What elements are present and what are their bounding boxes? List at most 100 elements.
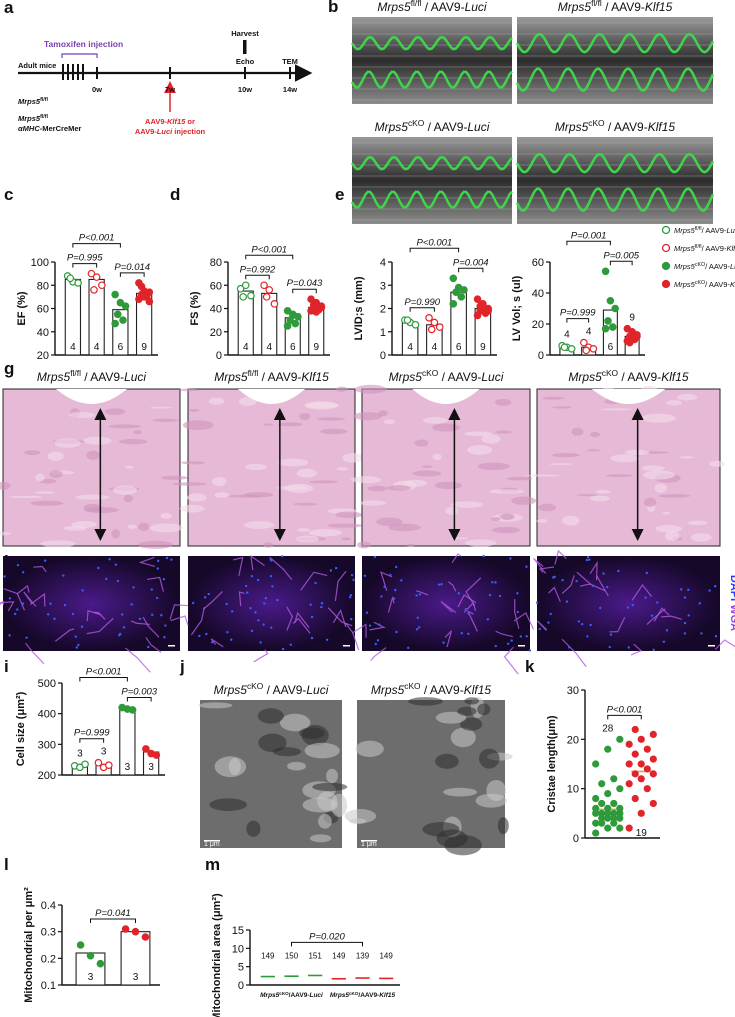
nucleus-stain: [464, 607, 467, 611]
nucleus-stain: [281, 647, 285, 651]
significance-bracket: [245, 254, 294, 260]
tissue-texture: [590, 432, 601, 437]
y-tick-label: 40: [210, 304, 222, 316]
week-label: 7w: [165, 85, 175, 94]
tem-texture: [486, 779, 506, 801]
nucleus-stain: [164, 624, 167, 627]
lumen: [238, 389, 305, 404]
tissue-texture: [445, 506, 459, 516]
n-label: 4: [586, 327, 592, 338]
nucleus-stain: [97, 566, 100, 570]
nucleus-stain: [269, 574, 273, 578]
tissue-texture: [664, 531, 680, 541]
tissue-texture: [552, 452, 580, 458]
tem-texture: [477, 703, 491, 716]
tem-texture: [408, 697, 443, 706]
tissue-texture: [655, 524, 683, 533]
image-title-part: fl/fl: [70, 368, 81, 378]
image-title-part: / AAV9-: [424, 120, 467, 134]
n-label: 3: [125, 762, 131, 773]
significance-bracket: [79, 738, 105, 743]
y-tick-label: 300: [38, 739, 56, 751]
y-tick-label: 0: [538, 350, 544, 362]
week-label: 14w: [283, 85, 297, 94]
tissue-texture: [383, 419, 395, 425]
y-tick-label: 80: [210, 257, 222, 269]
tissue-texture: [292, 502, 318, 506]
tissue-texture: [24, 450, 41, 456]
data-point: [625, 338, 634, 347]
nucleus-stain: [565, 600, 569, 603]
p-value: P<0.001: [607, 704, 643, 715]
y-axis-label: LVID;s (mm): [353, 276, 365, 340]
significance-bracket: [245, 274, 270, 280]
data-point: [152, 751, 161, 759]
membrane-stain: [495, 630, 513, 638]
n-label: 4: [94, 342, 100, 353]
significance-bracket: [119, 272, 145, 277]
aav-label-part: injection: [172, 127, 205, 136]
tissue-texture: [263, 542, 274, 548]
membrane-stain: [210, 638, 224, 648]
nucleus-stain: [708, 589, 711, 592]
nucleus-stain: [617, 569, 620, 573]
tissue-texture: [434, 481, 463, 490]
tem-texture: [450, 727, 476, 748]
nucleus-stain: [108, 558, 111, 561]
genotype-label: αMHC-MerCreMer: [18, 124, 81, 133]
nucleus-stain: [138, 617, 142, 621]
nucleus-stain: [325, 638, 329, 642]
data-point: [473, 311, 482, 320]
panel-label: m: [205, 855, 220, 874]
tem-texture: [330, 793, 348, 817]
tissue-texture: [412, 470, 442, 477]
tissue-texture: [571, 427, 584, 436]
membrane-stain: [86, 609, 102, 622]
legend-label-part: Mrps5: [674, 280, 696, 289]
tissue-texture: [118, 438, 148, 445]
membrane-stain: [714, 639, 735, 650]
nucleus-stain: [256, 578, 260, 582]
tissue-texture: [549, 463, 572, 466]
legend-marker: [661, 261, 671, 271]
tissue-texture: [595, 489, 611, 494]
y-axis-label: FS (%): [189, 291, 201, 326]
data-point: [265, 286, 274, 294]
nucleus-stain: [21, 602, 25, 605]
significance-bracket: [566, 240, 611, 246]
tissue-texture: [75, 494, 110, 500]
significance-bracket: [292, 288, 317, 294]
nucleus-stain: [599, 606, 602, 610]
nucleus-stain: [334, 566, 338, 570]
membrane-stain: [444, 630, 452, 648]
membrane-stain: [579, 583, 592, 587]
data-point: [449, 300, 458, 308]
data-point: [239, 293, 247, 301]
scale-bar: [361, 840, 377, 842]
n-label: 3: [133, 972, 139, 983]
tissue-texture: [208, 397, 225, 405]
tissue-texture: [658, 494, 691, 498]
membrane-stain: [661, 615, 682, 620]
nucleus-stain: [467, 612, 470, 615]
p-value: P<0.001: [417, 237, 453, 248]
nucleus-stain: [519, 635, 523, 638]
nucleus-stain: [538, 627, 541, 631]
tissue-texture: [357, 541, 371, 549]
data-point: [643, 785, 651, 793]
membrane-stain: [561, 575, 575, 595]
tissue-texture: [640, 413, 677, 423]
tissue-texture: [309, 480, 339, 484]
nucleus-stain: [320, 602, 324, 605]
x-group-label-part: Mrps5: [260, 992, 280, 999]
x-group-label-part: /AAV9-: [358, 992, 379, 999]
nucleus-stain: [105, 577, 108, 581]
data-point: [121, 302, 130, 310]
nucleus-stain: [394, 565, 398, 569]
nucleus-stain: [683, 621, 687, 625]
data-point: [592, 804, 600, 813]
tissue-texture: [104, 408, 126, 416]
nucleus-stain: [687, 588, 690, 592]
membrane-stain: [29, 592, 46, 607]
data-point: [611, 304, 619, 313]
